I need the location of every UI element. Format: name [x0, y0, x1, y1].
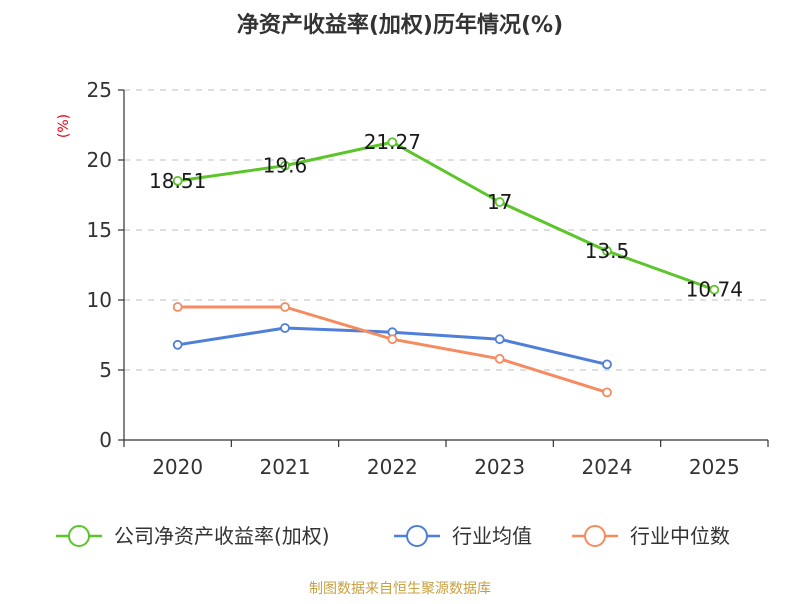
x-tick-label-2021: 2021: [260, 455, 311, 479]
data-point-s1-2024: [602, 359, 612, 370]
y-tick-label-10: 10: [87, 288, 112, 312]
y-tick-label-20: 20: [87, 148, 112, 172]
data-point-s0-2023: [494, 197, 505, 207]
data-source-note: 制图数据来自恒生聚源数据库: [309, 581, 491, 597]
data-label-2024: 13.5: [585, 239, 630, 263]
data-point-s2-2021: [280, 302, 290, 312]
legend-label-1: 行业均值: [452, 524, 532, 548]
data-labels: 18.51 19.6 21.27 17 13.5 10.74: [149, 130, 743, 301]
data-point-s2-2024: [602, 387, 612, 398]
x-tick-label-2020: 2020: [152, 455, 203, 479]
x-tick-label-2024: 2024: [582, 455, 633, 479]
y-tick-label-0: 0: [99, 428, 112, 452]
x-tick-label-2025: 2025: [689, 455, 740, 479]
legend-marker-2: [584, 525, 606, 547]
data-point-s0-2020: [172, 175, 183, 186]
legend[interactable]: 公司净资产收益率(加权) 行业均值 行业中位数: [56, 524, 730, 548]
series-lines: [172, 137, 720, 398]
data-point-s1-2020: [172, 339, 183, 350]
y-tick-label-25: 25: [87, 78, 112, 102]
series-line-0: [176, 140, 716, 292]
data-point-s2-2020: [172, 302, 183, 312]
legend-label-0: 公司净资产收益率(加权): [114, 524, 330, 548]
legend-item-2[interactable]: 行业中位数: [572, 524, 730, 548]
data-point-s1-2023: [494, 334, 505, 345]
data-point-s2-2022: [387, 334, 398, 345]
legend-item-0[interactable]: 公司净资产收益率(加权): [56, 524, 330, 548]
legend-label-2: 行业中位数: [630, 524, 730, 548]
x-tick-label-2023: 2023: [474, 455, 525, 479]
data-point-s0-2025: [709, 284, 720, 295]
legend-marker-1: [406, 525, 428, 547]
y-tick-label-15: 15: [87, 218, 112, 242]
data-label-2020: 18.51: [149, 169, 206, 193]
data-point-s2-2023: [494, 353, 505, 364]
data-label-2021: 19.6: [263, 154, 308, 178]
y-tick-label-5: 5: [99, 358, 112, 382]
data-label-2025: 10.74: [686, 278, 743, 302]
legend-marker-0: [68, 525, 90, 547]
data-point-s0-2022: [387, 137, 398, 148]
data-point-s0-2021: [280, 160, 290, 171]
chart-title: 净资产收益率(加权)历年情况(%): [237, 12, 563, 38]
grid-lines: [124, 89, 768, 371]
data-point-s1-2021: [280, 323, 290, 333]
data-point-s0-2024: [602, 246, 612, 256]
x-tick-label-2022: 2022: [367, 455, 418, 479]
y-axis-unit-label: (%): [56, 114, 72, 138]
legend-item-1[interactable]: 行业均值: [394, 524, 532, 548]
data-label-2023: 17: [487, 190, 512, 214]
data-label-2022: 21.27: [364, 130, 421, 154]
